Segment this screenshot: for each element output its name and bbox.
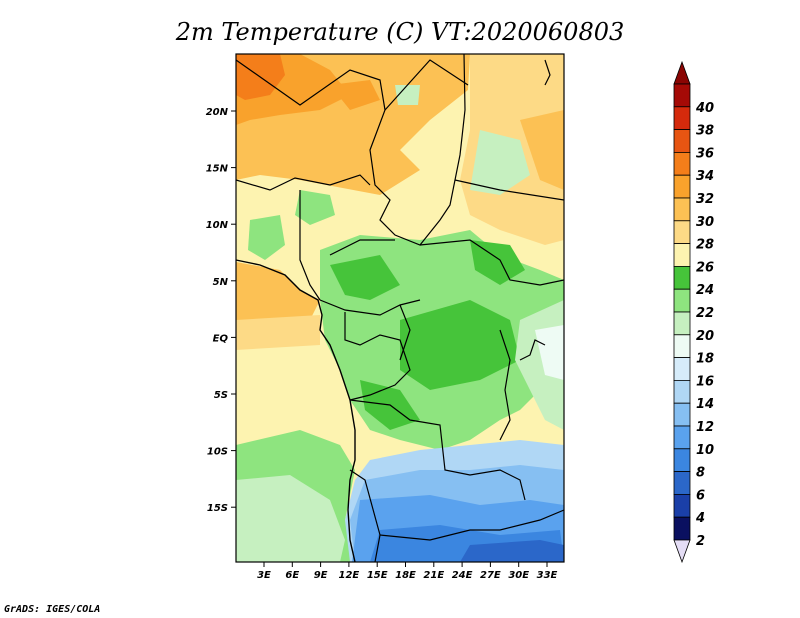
- colorbar-label: 38: [696, 124, 714, 139]
- lon-label: 21E: [423, 570, 444, 581]
- lon-label: 6E: [285, 570, 299, 581]
- colorbar-label: 32: [696, 192, 714, 207]
- colorbar-label: 8: [696, 466, 705, 481]
- colorbar-swatch: [673, 402, 691, 427]
- country-borders: [236, 54, 564, 562]
- colorbar-swatch: [673, 106, 691, 131]
- colorbar-swatch: [673, 220, 691, 245]
- colorbar-label: 34: [696, 169, 714, 184]
- colorbar-swatch: [673, 425, 691, 450]
- colorbar-swatch: [673, 357, 691, 381]
- lon-label: 27E: [480, 570, 501, 581]
- colorbar-swatch: [673, 129, 691, 153]
- lat-label: 15S: [207, 503, 228, 514]
- map-frame: [235, 53, 565, 563]
- lon-label: 33E: [537, 570, 558, 581]
- latitude-axis: 20N 15N 10N 5N EQ 5S 10S 15S: [206, 107, 236, 514]
- colorbar-swatch: [673, 174, 691, 199]
- lat-label: 10S: [207, 447, 228, 458]
- colorbar-max-arrow: [673, 60, 691, 85]
- colorbar-label: 18: [696, 352, 714, 367]
- colorbar-label: 12: [696, 420, 714, 435]
- lon-label: 18E: [395, 570, 416, 581]
- colorbar-label: 28: [696, 238, 714, 253]
- colorbar-swatch: [673, 151, 691, 176]
- longitude-axis: 3E 6E 9E 12E 15E 18E 21E 24E 27E 30E 33E: [257, 562, 558, 581]
- colorbar-swatch: [673, 83, 691, 108]
- lon-label: 12E: [339, 570, 360, 581]
- colorbar-swatch: [673, 448, 691, 472]
- colorbar-label: 16: [696, 374, 714, 389]
- colorbar-swatch: [673, 265, 691, 290]
- colorbar-swatch: [673, 493, 691, 518]
- colorbar-swatch: [673, 311, 691, 336]
- colorbar-label: 36: [696, 146, 714, 161]
- map-title: 2m Temperature (C) VT:2020060803: [175, 18, 625, 46]
- colorbar-swatch: [673, 334, 691, 358]
- colorbar-swatch: [673, 288, 691, 313]
- colorbar-label: 40: [695, 101, 714, 116]
- coastline: [235, 259, 356, 563]
- colorbar-min-arrow: [673, 539, 691, 564]
- lat-label: 10N: [206, 220, 229, 231]
- lon-label: 3E: [257, 570, 271, 581]
- colorbar-swatch: [673, 243, 691, 267]
- lat-label: 5S: [214, 390, 228, 401]
- lon-label: 15E: [367, 570, 388, 581]
- colorbar-label: 30: [696, 215, 714, 230]
- lon-label: 30E: [508, 570, 529, 581]
- colorbar-label: 10: [696, 443, 714, 458]
- colorbar-label: 22: [696, 306, 714, 321]
- colorbar-label: 26: [696, 260, 714, 275]
- lat-label: 20N: [206, 107, 229, 118]
- lat-label: 15N: [206, 164, 229, 175]
- lat-label: 5N: [213, 277, 229, 288]
- grads-credit: GrADS: IGES/COLA: [4, 604, 101, 615]
- colorbar-label: 20: [696, 329, 714, 344]
- lat-label: EQ: [213, 333, 229, 344]
- lon-label: 9E: [314, 570, 328, 581]
- colorbar-swatch: [673, 379, 691, 404]
- colorbar-swatch: [673, 197, 691, 222]
- colorbar-swatch: [673, 516, 691, 541]
- colorbar-label: 14: [696, 397, 714, 412]
- lon-label: 24E: [452, 570, 473, 581]
- colorbar-label: 6: [696, 488, 705, 503]
- temperature-field: [236, 54, 564, 562]
- colorbar-label: 24: [696, 283, 714, 298]
- colorbar-label: 2: [696, 534, 705, 549]
- colorbar-label: 4: [695, 511, 705, 526]
- colorbar-swatch: [673, 471, 691, 495]
